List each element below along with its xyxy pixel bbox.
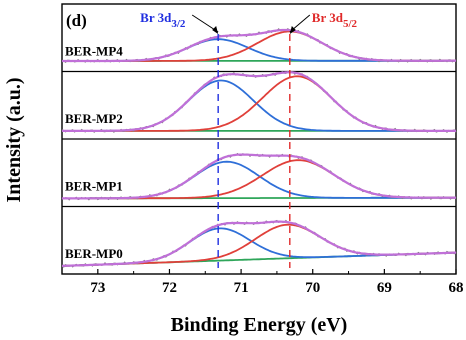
panel-dividers: [62, 70, 456, 208]
x-tick-label: 68: [449, 280, 464, 296]
x-tick-label: 72: [162, 280, 177, 296]
y-axis-label: Intensity (a.u.): [3, 77, 25, 202]
sample-group: [61, 219, 457, 268]
fit-envelope-line: [62, 28, 456, 63]
sample-labels: BER-MP4 BER-MP2 BER-MP1 BER-MP0: [65, 44, 123, 262]
x-tick-label: 70: [305, 280, 320, 296]
reference-label: Br 3d5/2: [312, 10, 358, 30]
x-axis-label: Binding Energy (eV): [171, 314, 348, 336]
sample-group: [61, 152, 457, 201]
fit-envelope-line: [62, 153, 456, 200]
sample-label: BER-MP4: [65, 44, 123, 59]
plot-area: BER-MP4 BER-MP2 BER-MP1 BER-MP0 73 72 71 70 69 6…: [61, 3, 464, 296]
arrow-head: [289, 26, 296, 34]
arrow-head: [212, 26, 219, 34]
x-axis-ticks: 73 72 71 70 69 68: [61, 269, 464, 296]
fit-envelope-line: [61, 220, 457, 267]
sample-label: BER-MP0: [65, 246, 123, 261]
x-tick-label: 73: [90, 280, 105, 296]
x-tick-label: 69: [377, 280, 392, 296]
reference-labels: Br 3d3/2 Br 3d5/2: [140, 10, 358, 34]
spectra-traces: [61, 28, 457, 268]
sample-label: BER-MP1: [65, 179, 123, 194]
reference-label: Br 3d3/2: [140, 10, 186, 30]
x-tick-label: 71: [234, 280, 249, 296]
sample-group: [61, 70, 457, 133]
reference-lines: [217, 34, 291, 268]
panel-label: (d): [66, 11, 87, 30]
sample-label: BER-MP2: [65, 111, 123, 126]
sample-group: [61, 28, 457, 63]
fit-envelope-line: [62, 71, 456, 132]
